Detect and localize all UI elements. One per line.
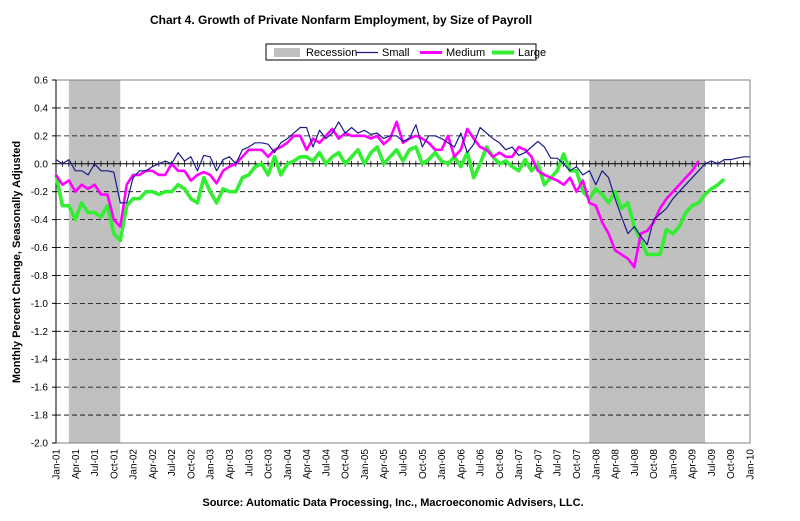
x-tick-label: Jan-04 [283,449,294,480]
x-tick-label: Jan-07 [514,449,525,480]
x-tick-label: Jul-07 [553,449,564,477]
source-note: Source: Automatic Data Processing, Inc.,… [202,497,583,509]
x-tick-label: Jan-08 [591,449,602,480]
x-tick-label: Oct-03 [264,449,275,479]
x-tick-label: Apr-05 [379,449,390,479]
x-tick-label: Oct-01 [109,449,120,479]
x-tick-label: Jul-05 [399,449,410,477]
y-tick-label: 0.4 [34,103,48,114]
x-tick-label: Apr-01 [71,449,82,479]
x-tick-label: Apr-08 [611,449,622,479]
recession-band-1 [68,80,121,443]
y-tick-label: -1.6 [31,383,49,394]
x-tick-label: Jul-03 [244,449,255,477]
y-tick-label: -2.0 [31,439,49,450]
y-tick-label: 0.0 [34,159,48,170]
x-tick-label: Jan-02 [129,449,140,480]
x-tick-label: Apr-09 [688,449,699,479]
chart-title: Chart 4. Growth of Private Nonfarm Emplo… [150,13,532,27]
y-tick-label: -0.2 [31,187,49,198]
series-line-large [54,145,726,257]
y-tick-label: -1.0 [31,299,49,310]
x-tick-label: Oct-09 [726,449,737,479]
y-tick-label: 0.2 [34,131,48,142]
y-tick-label: 0.6 [34,76,48,87]
legend-label-recession: Recession [306,47,357,59]
x-tick-label: Oct-06 [495,449,506,479]
y-tick-label: -0.4 [31,215,49,226]
x-tick-label: Apr-03 [225,449,236,479]
x-tick-label: Oct-05 [418,449,429,479]
x-tick-label: Oct-02 [186,449,197,479]
series-line-small [55,121,750,246]
x-tick-label: Oct-07 [572,449,583,479]
x-tick-label: Oct-04 [341,449,352,479]
y-tick-label: -1.2 [31,327,49,338]
y-tick-label: -1.8 [31,411,49,422]
x-tick-label: Jul-04 [321,449,332,477]
legend-label-medium: Medium [446,47,485,59]
x-tick-label: Apr-07 [533,449,544,479]
y-tick-label: -0.6 [31,243,49,254]
x-tick-label: Jan-05 [360,449,371,480]
x-tick-label: Oct-08 [649,449,660,479]
x-tick-label: Jan-01 [52,449,63,480]
legend-swatch-recession [274,48,300,57]
x-tick-label: Apr-04 [302,449,313,479]
y-axis-label: Monthly Percent Change, Seasonally Adjus… [11,141,23,383]
x-tick-label: Jul-09 [707,449,718,477]
x-tick-label: Jan-10 [746,449,757,480]
legend-box [265,43,537,61]
x-tick-label: Jul-06 [476,449,487,477]
x-tick-label: Jan-06 [437,449,448,480]
y-tick-label: -0.8 [31,271,49,282]
x-tick-label: Jul-08 [630,449,641,477]
x-tick-label: Apr-06 [456,449,467,479]
plot-area: 0.6 0.4 0.2 0.0 -0.2 -0.4 -0.6 -0.8 -1.0 -1.2 -1.4… [31,76,757,480]
series-line-medium [54,120,700,269]
x-tick-label: Jan-09 [668,449,679,480]
y-tick-label: -1.4 [31,355,49,366]
x-tick-label: Apr-02 [148,449,159,479]
legend-label-small: Small [382,47,410,59]
x-tick-label: Jul-01 [90,449,101,477]
legend-label-large: Large [518,47,546,59]
x-tick-label: Jan-03 [206,449,217,480]
legend: Recession Small Medium Large [265,43,546,61]
x-tick-label: Jul-02 [167,449,178,477]
recession-band-2 [589,80,706,443]
